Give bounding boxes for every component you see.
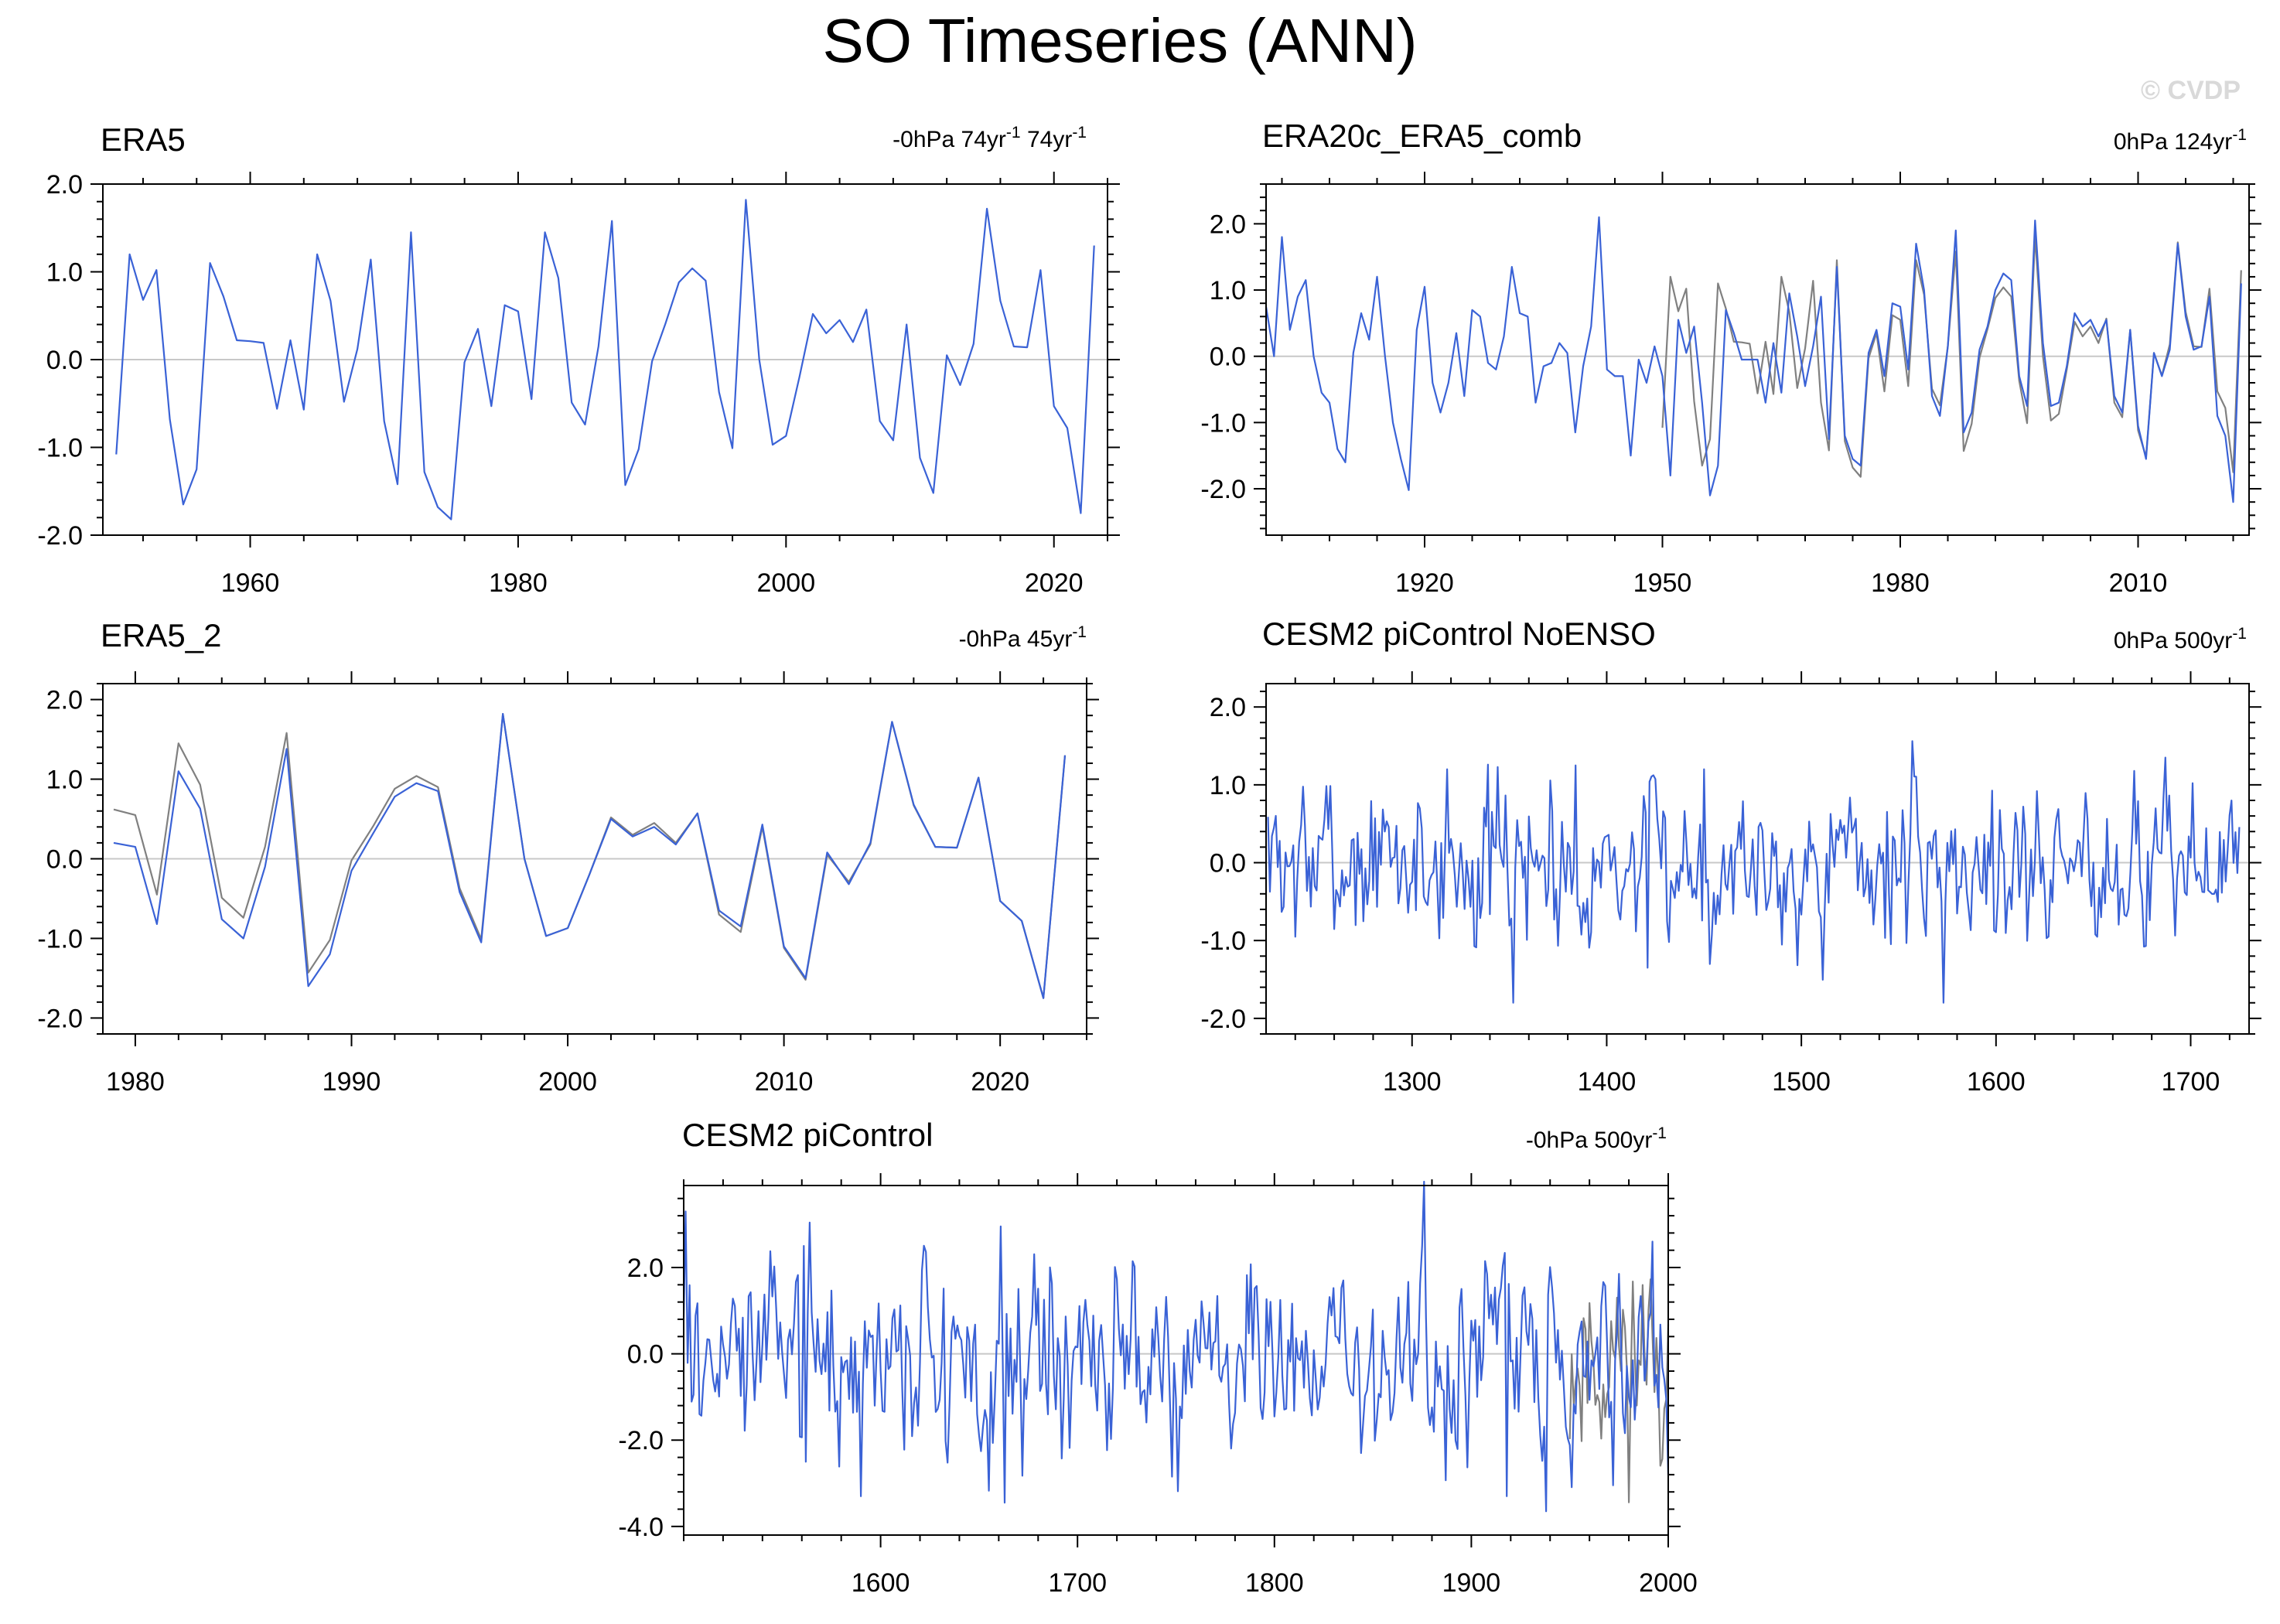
x-tick-label: 1950 bbox=[1633, 568, 1692, 598]
x-tick-label: 1990 bbox=[323, 1067, 381, 1097]
x-tick-label: 2000 bbox=[538, 1067, 597, 1097]
x-tick-label: 2010 bbox=[755, 1067, 814, 1097]
series-line-reference bbox=[113, 712, 1067, 999]
x-tick-label: 1600 bbox=[852, 1568, 910, 1598]
x-tick-label: 1980 bbox=[489, 568, 548, 598]
y-tick-label: 2.0 bbox=[1210, 693, 1246, 722]
x-tick-label: 1600 bbox=[1967, 1067, 2026, 1097]
x-tick-label: 1300 bbox=[1383, 1067, 1442, 1097]
y-tick-label: 0.0 bbox=[46, 346, 83, 375]
trend-label: -0hPa 74yr-1 74yr-1 bbox=[893, 124, 1087, 152]
trend-label: 0hPa 500yr-1 bbox=[2114, 625, 2247, 653]
y-tick-label: 0.0 bbox=[627, 1340, 664, 1370]
trend-label: -0hPa 500yr-1 bbox=[1526, 1124, 1667, 1153]
y-tick-label: -2.0 bbox=[618, 1426, 664, 1455]
plot-frame bbox=[1265, 683, 2250, 1035]
y-tick-label: -2.0 bbox=[37, 1004, 83, 1033]
x-tick-label: 2020 bbox=[1025, 568, 1084, 598]
panel-era20c: ERA20c_ERA5_comb 0hPa 124yr-1 -2.0 -1.0 0.… bbox=[1200, 118, 2261, 598]
x-tick-label: 2000 bbox=[756, 568, 815, 598]
series-line-era5-2 bbox=[113, 712, 1067, 999]
series-line-era20c-era5-comb bbox=[1265, 216, 2242, 503]
figure-title: SO Timeseries (ANN) bbox=[823, 6, 1418, 75]
panel-noenso: CESM2 piControl NoENSO 0hPa 500yr-1 -2.0… bbox=[1200, 616, 2261, 1097]
x-tick-label: 2000 bbox=[1639, 1568, 1698, 1598]
y-tick-label: -1.0 bbox=[1200, 926, 1246, 956]
y-tick-label: -2.0 bbox=[37, 521, 83, 551]
panel-picontrol: CESM2 piControl -0hPa 500yr-1 -4.0 -2.0 0.… bbox=[618, 1117, 1697, 1598]
copyright-watermark: © CVDP bbox=[2141, 76, 2241, 105]
panel-title: ERA20c_ERA5_comb bbox=[1262, 118, 1582, 154]
y-tick-label: 0.0 bbox=[1210, 849, 1246, 879]
panel-title: CESM2 piControl NoENSO bbox=[1262, 616, 1656, 652]
y-tick-label: -2.0 bbox=[1200, 1005, 1246, 1034]
y-tick-label: 1.0 bbox=[1210, 771, 1246, 800]
y-tick-label: 0.0 bbox=[1210, 343, 1246, 372]
y-tick-label: 2.0 bbox=[46, 170, 83, 200]
x-tick-label: 2020 bbox=[971, 1067, 1029, 1097]
y-tick-label: 1.0 bbox=[46, 766, 83, 795]
y-tick-label: 1.0 bbox=[1210, 276, 1246, 305]
series-line-cesm2-picontrol-noenso bbox=[1267, 740, 2241, 1004]
y-tick-label: -1.0 bbox=[37, 434, 83, 463]
panel-title: ERA5 bbox=[101, 121, 186, 158]
trend-label: 0hPa 124yr-1 bbox=[2114, 126, 2247, 155]
y-tick-label: 2.0 bbox=[46, 686, 83, 715]
trend-label: -0hPa 45yr-1 bbox=[959, 623, 1087, 652]
y-tick-label: -2.0 bbox=[1200, 475, 1246, 504]
x-tick-label: 1400 bbox=[1578, 1067, 1637, 1097]
series-line-era5 bbox=[115, 199, 1095, 520]
y-tick-label: -1.0 bbox=[1200, 408, 1246, 438]
y-tick-label: 1.0 bbox=[46, 258, 83, 288]
x-tick-label: 1700 bbox=[1048, 1568, 1107, 1598]
x-tick-label: 1800 bbox=[1245, 1568, 1304, 1598]
plot-frame bbox=[683, 1185, 1669, 1536]
y-tick-label: 2.0 bbox=[1210, 210, 1246, 239]
panel-title: CESM2 piControl bbox=[682, 1117, 933, 1153]
panel-era5-2: ERA5_2 -0hPa 45yr-1 -2.0 -1.0 0.0 1.0 2.0 198… bbox=[37, 617, 1099, 1097]
y-tick-label: -4.0 bbox=[618, 1513, 664, 1542]
x-tick-label: 1700 bbox=[2162, 1067, 2220, 1097]
x-tick-label: 1980 bbox=[106, 1067, 165, 1097]
x-tick-label: 1960 bbox=[221, 568, 280, 598]
x-tick-label: 1500 bbox=[1772, 1067, 1831, 1097]
y-tick-label: 0.0 bbox=[46, 845, 83, 875]
x-tick-label: 1920 bbox=[1395, 568, 1454, 598]
panel-era5: ERA5 -0hPa 74yr-1 74yr-1 -2.0 -1.0 0.0 1.0 2… bbox=[37, 121, 1120, 598]
y-tick-label: 2.0 bbox=[627, 1254, 664, 1283]
y-tick-label: -1.0 bbox=[37, 924, 83, 954]
x-tick-label: 2010 bbox=[2109, 568, 2168, 598]
panel-title: ERA5_2 bbox=[101, 617, 221, 653]
series-line-cesm2-picontrol bbox=[682, 1180, 1670, 1513]
x-tick-label: 1980 bbox=[1871, 568, 1930, 598]
x-tick-label: 1900 bbox=[1442, 1568, 1501, 1598]
